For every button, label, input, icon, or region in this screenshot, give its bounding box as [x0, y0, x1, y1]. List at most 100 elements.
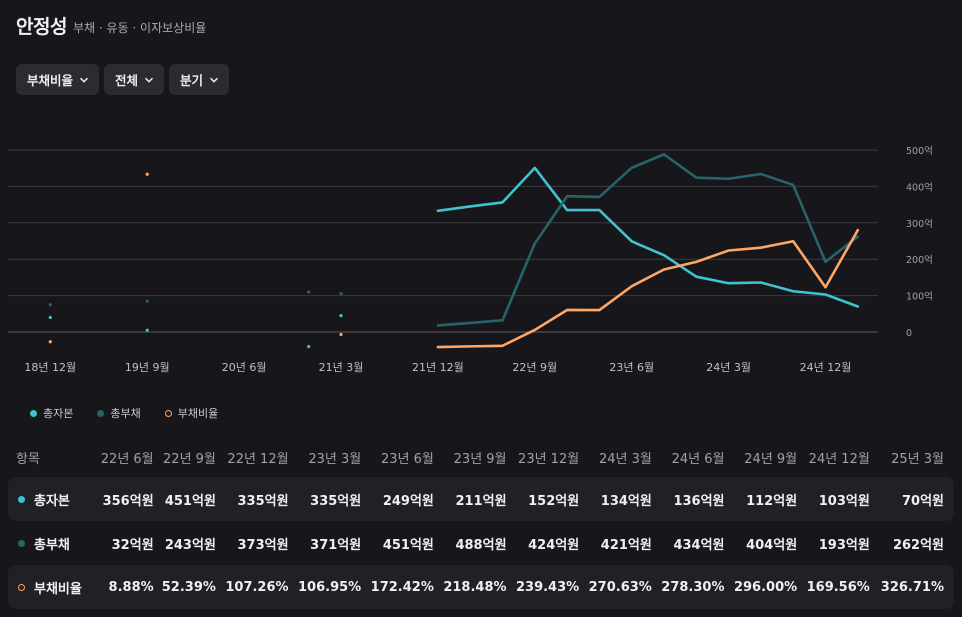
table-cell: 421억원 [600, 537, 652, 553]
ratio-type-label: 부채비율 [27, 73, 74, 88]
table-cell: 32억원 [111, 537, 154, 553]
x-tick-label: 24년 3월 [706, 361, 751, 374]
x-tick-label: 23년 6월 [609, 361, 654, 374]
table-cell: 211억원 [433, 477, 507, 521]
page-title: 안정성 [16, 16, 67, 38]
ratio-ring-icon [164, 409, 172, 417]
column-header: 22년 12월 [227, 451, 289, 467]
data-point [307, 290, 311, 294]
column-header: 23년 12월 [518, 451, 580, 467]
chevron-down-icon [210, 77, 219, 83]
legend-label: 총자본 [43, 407, 74, 420]
table-cell: 335억원 [215, 477, 289, 521]
table-cell: 103억원 [797, 477, 870, 521]
x-tick-label: 21년 12월 [412, 361, 464, 374]
table-cell: 270.63% [579, 565, 652, 609]
page-subtitle: 부채 · 유동 · 이자보상비율 [73, 21, 207, 35]
interval-dropdown[interactable]: 분기 [169, 64, 230, 95]
table-cell: 218.48% [433, 565, 507, 609]
y-tick-label: 200억 [906, 254, 933, 266]
table-cell: 169.56% [797, 565, 870, 609]
table-cell: 488억원 [455, 537, 507, 553]
column-header: 22년 6월 [100, 451, 154, 467]
legend-item-ratio[interactable]: 부채비율 [164, 405, 218, 421]
debt-dot-icon [97, 409, 105, 417]
x-tick-label: 19년 9월 [125, 361, 170, 374]
table-cell: 451억원 [382, 537, 434, 553]
data-point [145, 172, 149, 176]
table-cell: 451억원 [153, 477, 216, 521]
table-cell: 356억원 [92, 477, 154, 521]
row-label: 총부채 [34, 537, 70, 553]
x-tick-label: 20년 6월 [222, 361, 267, 374]
table-cell: 106.95% [288, 565, 362, 609]
column-header: 22년 9월 [163, 451, 216, 467]
x-tick-label: 21년 3월 [319, 361, 364, 374]
equity-dot-icon [30, 409, 37, 417]
debt-dot-icon [18, 539, 25, 547]
table-cell: 424억원 [528, 537, 580, 553]
x-tick-label: 22년 9월 [512, 361, 557, 374]
stability-line-chart: 0 100억 200억 300억 400억 500억 18년 12월 19년 9월 20년 6월… [8, 145, 933, 374]
equity-line [436, 166, 860, 308]
chart-legend: 총자본 총부채 부채비율 [30, 405, 218, 421]
table-cell: 243억원 [164, 537, 216, 553]
data-point [48, 340, 52, 344]
table-cell: 239.43% [506, 565, 580, 609]
table-cell: 296.00% [724, 565, 798, 609]
interval-label: 분기 [180, 73, 204, 88]
column-header: 항목 [16, 451, 40, 467]
table-cell: 172.42% [361, 565, 434, 609]
column-header: 23년 9월 [453, 451, 507, 467]
table-cell: 249억원 [361, 477, 434, 521]
y-tick-label: 500억 [906, 145, 933, 157]
table-cell: 335억원 [288, 477, 362, 521]
stability-table: 항목 22년 6월 22년 9월 22년 12월 23년 3월 23년 6월 2… [8, 437, 954, 609]
ratio-type-dropdown[interactable]: 부채비율 [16, 64, 100, 95]
y-tick-label: 300억 [906, 218, 933, 230]
table-cell: 152억원 [506, 477, 580, 521]
table-cell: 262억원 [892, 537, 944, 553]
y-tick-label: 100억 [906, 291, 933, 303]
y-tick-label: 0 [906, 328, 912, 339]
table-cell: 8.88% [92, 565, 154, 609]
row-label: 부채비율 [34, 581, 82, 597]
data-point [339, 292, 343, 296]
x-tick-label: 18년 12월 [24, 361, 76, 374]
table-row-ratio: 부채비율 8.88% 52.39% 107.26% 106.95% 172.42% 218.… [8, 565, 954, 609]
table-cell: 278.30% [651, 565, 725, 609]
table-cell: 434억원 [673, 537, 725, 553]
period-range-dropdown[interactable]: 전체 [104, 64, 165, 95]
row-label-cell: 부채비율 [8, 565, 93, 609]
table-cell: 134억원 [579, 477, 652, 521]
legend-item-debt[interactable]: 총부채 [97, 405, 141, 421]
column-header: 24년 9월 [744, 451, 798, 467]
legend-item-equity[interactable]: 총자본 [30, 405, 73, 421]
legend-label: 총부채 [110, 407, 141, 420]
data-point [48, 315, 52, 320]
table-cell: 112억원 [724, 477, 798, 521]
column-header: 24년 3월 [598, 451, 652, 467]
x-tick-label: 24년 12월 [800, 361, 852, 374]
column-header: 25년 3월 [891, 451, 944, 467]
equity-dot-icon [18, 495, 25, 503]
debt-line [436, 153, 860, 327]
table-row-debt: 총부채 32억원 243억원 373억원 371억원 451억원 488억원 424억원 421… [8, 521, 954, 565]
table-header-row: 항목 22년 6월 22년 9월 22년 12월 23년 3월 23년 6월 2… [8, 437, 954, 477]
table-cell: 70억원 [869, 477, 954, 521]
table-cell: 404억원 [746, 537, 798, 553]
data-point [145, 299, 149, 303]
period-range-label: 전체 [115, 73, 139, 88]
row-label-cell: 총부채 [8, 521, 93, 565]
data-point [307, 344, 311, 349]
data-point [339, 314, 343, 318]
data-point [145, 328, 149, 332]
table-cell: 107.26% [215, 565, 289, 609]
data-point [48, 303, 52, 307]
column-header: 23년 6월 [381, 451, 434, 467]
row-label: 총자본 [34, 493, 70, 509]
column-header: 24년 12월 [808, 451, 870, 467]
data-point [339, 332, 343, 337]
column-header: 23년 3월 [308, 451, 362, 467]
table-row-equity: 총자본 356억원 451억원 335억원 335억원 249억원 211억원 152억원 13… [8, 477, 954, 521]
